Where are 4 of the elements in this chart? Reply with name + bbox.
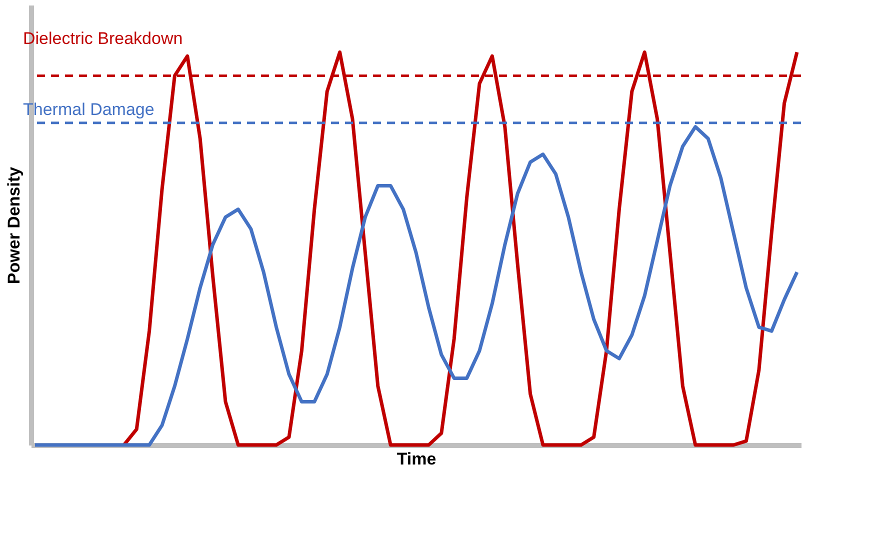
ref-line-label: Dielectric Breakdown bbox=[23, 29, 183, 48]
ref-line-label: Thermal Damage bbox=[23, 100, 154, 119]
y-axis-title: Power Density bbox=[4, 166, 24, 284]
x-axis-title: Time bbox=[396, 450, 436, 468]
